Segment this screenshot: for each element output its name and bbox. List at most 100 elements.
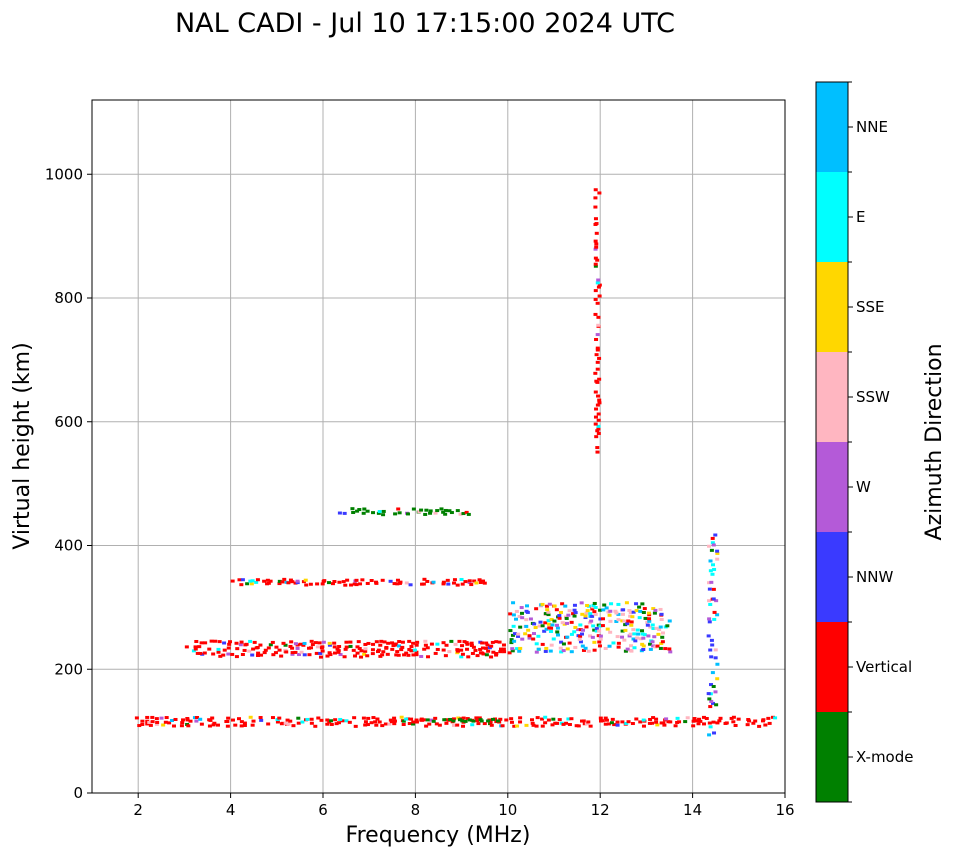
- echo-point: [259, 653, 264, 657]
- echo-point: [366, 716, 371, 720]
- echo-point: [707, 733, 712, 737]
- echo-point: [431, 580, 436, 584]
- echo-point: [598, 634, 603, 638]
- echo-point: [560, 621, 565, 625]
- echo-point: [425, 579, 430, 583]
- echo-point: [498, 717, 503, 721]
- echo-point: [595, 281, 600, 285]
- echo-point: [280, 721, 285, 725]
- echo-point: [396, 507, 401, 511]
- echo-point: [252, 640, 257, 644]
- echo-point: [441, 641, 446, 645]
- echo-point: [572, 608, 577, 612]
- echo-point: [615, 720, 620, 724]
- echo-point: [218, 654, 223, 658]
- echo-point: [477, 578, 482, 582]
- echo-point: [632, 632, 637, 636]
- echo-point: [597, 640, 602, 644]
- echo-point: [315, 582, 320, 586]
- echo-point: [199, 722, 204, 726]
- echo-point: [433, 511, 438, 515]
- echo-point: [593, 312, 598, 316]
- plot-frame: [91, 99, 786, 794]
- echo-point: [587, 621, 592, 625]
- echo-point: [234, 641, 239, 645]
- echo-point: [161, 723, 166, 727]
- echo-point: [531, 632, 536, 636]
- echo-point: [184, 645, 189, 649]
- echo-point: [380, 724, 385, 728]
- echo-point: [376, 648, 381, 652]
- echo-point: [429, 718, 434, 722]
- echo-point: [456, 716, 461, 720]
- echo-point: [709, 638, 714, 642]
- echo-point: [704, 716, 709, 720]
- echo-point: [279, 654, 284, 658]
- echo-point: [319, 718, 324, 722]
- echo-point: [534, 650, 539, 654]
- echo-point: [216, 650, 221, 654]
- echo-point: [615, 723, 620, 727]
- echo-point: [280, 580, 285, 584]
- echo-point: [715, 557, 720, 561]
- echo-point: [375, 717, 380, 721]
- echo-point: [596, 424, 601, 428]
- echo-point: [593, 239, 598, 243]
- echo-point: [596, 285, 601, 289]
- echo-point: [709, 683, 714, 687]
- x-tick-label: 12: [591, 801, 610, 819]
- echo-point: [537, 624, 542, 628]
- echo-point: [595, 301, 600, 305]
- echo-point: [593, 196, 598, 200]
- echo-point: [508, 612, 513, 616]
- echo-point: [380, 653, 385, 657]
- echo-point: [286, 722, 291, 726]
- echo-point: [519, 606, 524, 610]
- echo-point: [475, 719, 480, 723]
- echo-point: [580, 612, 585, 616]
- x-tick-label: 14: [683, 801, 702, 819]
- echo-point: [567, 641, 572, 645]
- echo-point: [724, 721, 729, 725]
- echo-point: [530, 721, 535, 725]
- echo-point: [615, 635, 620, 639]
- echo-point: [193, 647, 198, 651]
- echo-point: [507, 651, 512, 655]
- echo-point: [710, 643, 715, 647]
- echo-point: [536, 647, 541, 651]
- echo-point: [365, 654, 370, 658]
- echo-point: [713, 533, 718, 537]
- echo-point: [399, 648, 404, 652]
- echo-point: [355, 509, 360, 513]
- echo-point: [357, 508, 362, 512]
- echo-point: [643, 616, 648, 620]
- echo-point: [609, 602, 614, 606]
- echo-point: [631, 610, 636, 614]
- echo-point: [239, 640, 244, 644]
- echo-point: [145, 722, 150, 726]
- echo-point: [543, 715, 548, 719]
- echo-point: [715, 551, 720, 555]
- echo-point: [295, 579, 300, 583]
- echo-point: [598, 716, 603, 720]
- echo-point: [441, 582, 446, 586]
- echo-point: [573, 645, 578, 649]
- echo-point: [302, 653, 307, 657]
- echo-point: [592, 610, 597, 614]
- x-axis-ticks: 2 4 6 8 10 12 14 16: [133, 793, 795, 819]
- echo-point: [309, 646, 314, 650]
- echo-point: [556, 633, 561, 637]
- echo-point: [593, 422, 598, 426]
- echo-point: [341, 580, 346, 584]
- y-axis-label: Virtual height (km): [10, 342, 35, 549]
- echo-point: [393, 512, 398, 516]
- echo-point: [242, 723, 247, 727]
- echo-point: [654, 720, 659, 724]
- echo-point: [222, 648, 227, 652]
- echo-point: [518, 716, 523, 720]
- echo-point: [480, 646, 485, 650]
- echo-point: [637, 605, 642, 609]
- echo-point: [452, 578, 457, 582]
- echo-point: [226, 652, 231, 656]
- echo-point: [443, 512, 448, 516]
